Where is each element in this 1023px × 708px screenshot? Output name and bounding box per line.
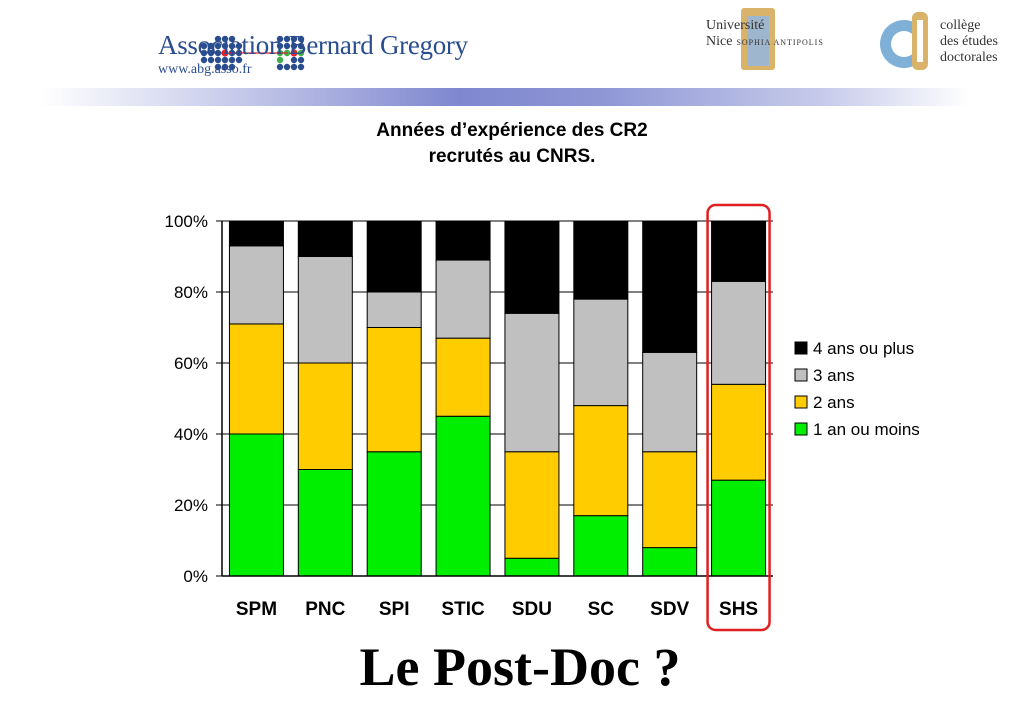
x-tick-label: SHS — [719, 599, 758, 620]
university-name-top: Université — [706, 18, 765, 33]
bar-segment — [711, 280, 767, 385]
header: Association Bernard Gregory www.abg.asso… — [0, 0, 1023, 110]
bar-segment — [297, 362, 353, 470]
bar-segment — [573, 405, 629, 517]
legend-label: 3 ans — [813, 366, 855, 385]
abg-url: www.abg.asso.fr — [158, 62, 252, 77]
x-tick-label: SPI — [379, 599, 410, 620]
x-tick-label: SDV — [650, 599, 689, 620]
bar-segment — [573, 515, 629, 577]
legend-label: 1 an ou moins — [813, 420, 920, 439]
x-tick-label: SC — [588, 599, 615, 620]
bar-segment — [297, 469, 353, 577]
x-tick-label: SPM — [236, 599, 277, 620]
bar-segment — [504, 451, 560, 559]
university-name-bottom: Nice SOPHIA ANTIPOLIS — [706, 34, 824, 50]
bar-segment — [504, 557, 560, 577]
y-tick-label: 80% — [174, 283, 208, 302]
bar-segment — [573, 220, 629, 300]
bar-segment — [573, 298, 629, 407]
legend-swatch — [794, 395, 808, 409]
bar-segment — [504, 312, 560, 453]
bar-segment — [642, 451, 698, 549]
chart-title: Années d’expérience des CR2 recrutés au … — [312, 118, 712, 170]
y-tick-label: 100% — [165, 212, 208, 231]
bar-segment — [435, 415, 491, 577]
legend-swatch — [794, 422, 808, 436]
university-city: Nice — [706, 34, 733, 49]
header-banner — [40, 88, 970, 106]
highlight-box — [706, 203, 771, 632]
y-tick-label: 0% — [183, 567, 208, 586]
bar-segment — [435, 220, 491, 261]
bar-segment — [366, 291, 422, 328]
bar-segment — [228, 245, 284, 325]
y-tick-label: 40% — [174, 425, 208, 444]
ced-line-1: collège — [940, 18, 981, 33]
bar-segment — [642, 220, 698, 353]
ced-logo-icon — [880, 12, 928, 70]
legend-swatch — [794, 341, 808, 355]
university-nice-logo-icon — [741, 8, 775, 70]
x-tick-label: PNC — [305, 599, 345, 620]
bar-segment — [366, 327, 422, 453]
legend-swatch — [794, 368, 808, 382]
university-sub: SOPHIA ANTIPOLIS — [736, 38, 824, 47]
bar-segment — [711, 220, 767, 282]
bar-segment — [366, 451, 422, 577]
bar-segment — [297, 220, 353, 257]
ced-line-2: des études — [940, 34, 998, 49]
bar-segment — [366, 220, 422, 293]
ced-text: collège des études doctorales — [940, 18, 998, 66]
bar-segment — [642, 547, 698, 577]
x-tick-label: STIC — [441, 599, 485, 620]
bar-segment — [297, 256, 353, 364]
ced-line-3: doctorales — [940, 50, 998, 65]
bar-segment — [228, 220, 284, 247]
y-tick-label: 60% — [174, 354, 208, 373]
legend-label: 4 ans ou plus — [813, 339, 914, 358]
bar-segment — [642, 351, 698, 453]
bar-segment — [711, 383, 767, 481]
legend-label: 2 ans — [813, 393, 855, 412]
abg-name: Association Bernard Gregory — [158, 30, 468, 60]
chart-title-line-1: Années d’expérience des CR2 — [376, 120, 648, 141]
bar-segment — [504, 220, 560, 314]
slide-title: Le Post-Doc ? — [359, 637, 681, 697]
bar-segment — [435, 259, 491, 339]
bar-segment — [228, 433, 284, 577]
abg-logo-icon — [200, 35, 305, 71]
bar-segment — [711, 479, 767, 577]
y-tick-label: 20% — [174, 496, 208, 515]
bar-segment — [435, 337, 491, 417]
chart-title-line-2: recrutés au CNRS. — [428, 146, 596, 167]
x-tick-label: SDU — [512, 599, 552, 620]
bar-segment — [228, 323, 284, 435]
